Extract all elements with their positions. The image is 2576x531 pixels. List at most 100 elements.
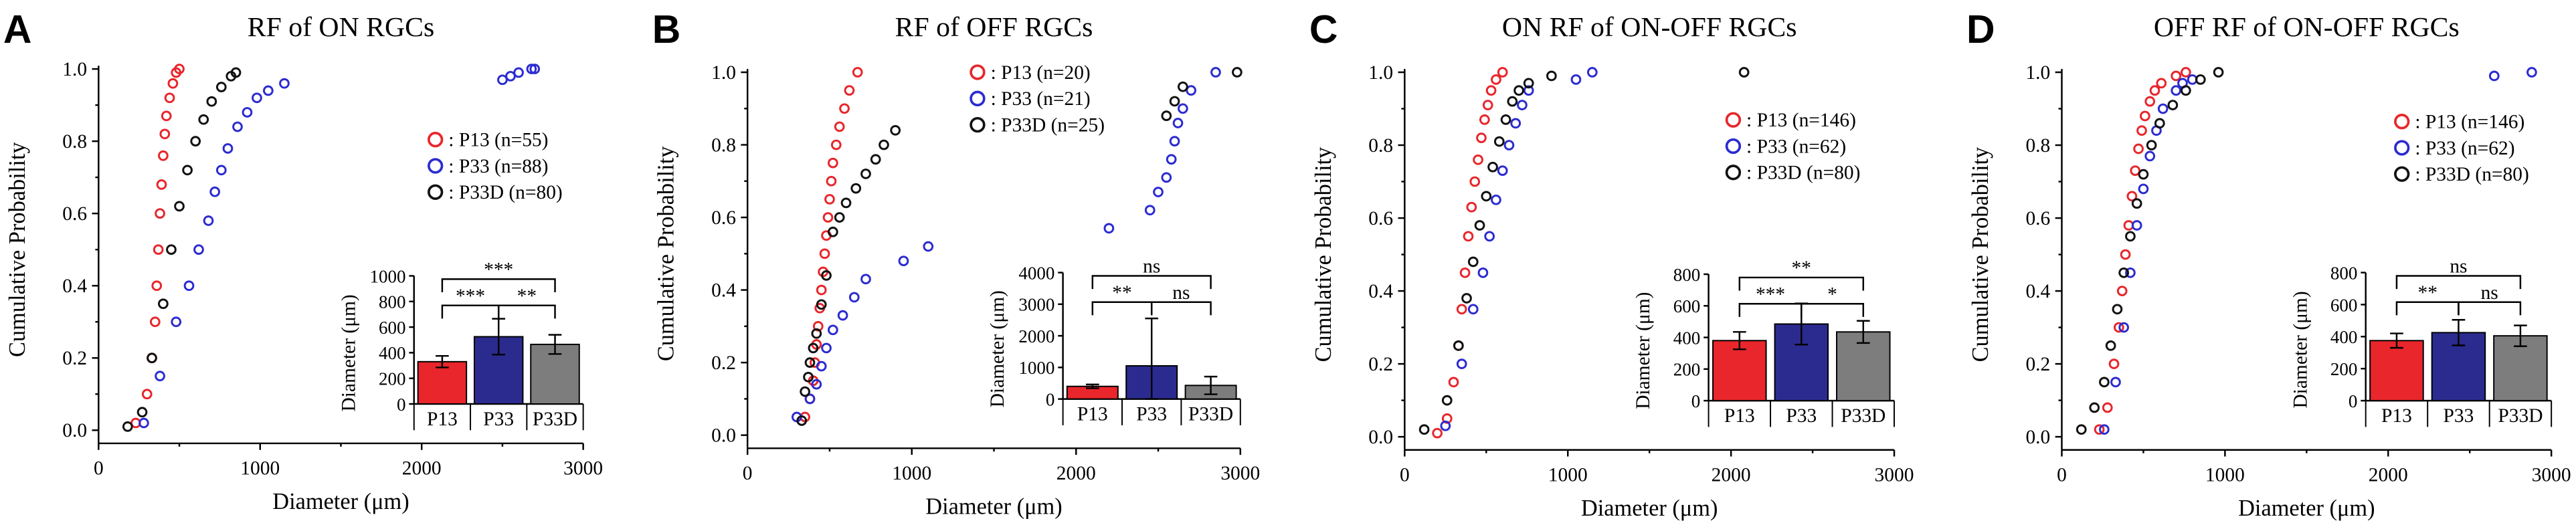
y-tick-label: 0.0	[62, 420, 87, 441]
x-tick-label: 0	[94, 458, 104, 480]
x-tick-label: 2000	[1712, 464, 1751, 486]
data-point	[171, 316, 182, 328]
inset-significance-label: ns	[2481, 282, 2498, 304]
data-point	[209, 186, 221, 197]
y-tick-label: 0.2	[2025, 354, 2050, 375]
y-axis-label: Cumulative Probability	[5, 142, 30, 357]
x-tick-label: 3000	[1220, 463, 1260, 484]
data-point	[2099, 377, 2110, 388]
inset-significance-label: ns	[1172, 282, 1190, 304]
data-point	[1586, 67, 1598, 78]
series-p33d	[796, 67, 1243, 426]
legend-marker	[428, 184, 444, 200]
legend-label: : P33D (n=80)	[2415, 164, 2528, 185]
data-point	[860, 169, 871, 179]
data-point	[1467, 256, 1479, 268]
data-point	[860, 274, 871, 285]
panel-d: D OFF RF of ON-OFF RGCs 0.0 0.2 0.4 0.6 0.8 1.0…	[1966, 8, 2571, 521]
data-point	[821, 342, 832, 354]
data-point	[122, 421, 133, 432]
data-point	[1456, 358, 1467, 369]
data-point	[1469, 176, 1481, 187]
panel-letter: C	[1309, 8, 1338, 51]
inset-category-label: P33D	[2498, 405, 2543, 427]
legend-label: : P13 (n=20)	[991, 62, 1091, 84]
data-point	[252, 92, 262, 104]
y-tick-label: 0.0	[1368, 427, 1393, 448]
data-point	[1466, 201, 1477, 213]
inset-significance-bracket	[497, 304, 556, 319]
data-point	[1738, 67, 1750, 78]
data-point	[206, 96, 217, 107]
data-point	[156, 179, 167, 190]
data-point	[848, 292, 860, 303]
panel-title: RF of OFF RGCs	[895, 12, 1093, 43]
data-point	[230, 67, 242, 78]
data-point	[1453, 340, 1464, 351]
x-tick-label: 1000	[240, 458, 280, 480]
figure-scaled-group: A RF of ON RGCs 0.0 0.2 0.4 0.6 0.8 1.0 0 1000 200…	[3, 8, 2571, 521]
data-point	[2149, 85, 2160, 96]
inset-category-label: P13	[2381, 405, 2412, 427]
data-point	[1161, 172, 1172, 183]
data-point	[796, 415, 808, 426]
data-point	[1546, 70, 1557, 82]
legend-marker	[428, 132, 444, 148]
data-point	[2108, 358, 2120, 369]
legend-marker	[2394, 166, 2410, 182]
y-axis-label: Cumulative Probability	[1968, 146, 1993, 362]
data-point	[155, 208, 165, 219]
data-point	[203, 215, 214, 226]
inset-bar	[2369, 340, 2424, 402]
data-point	[2133, 143, 2144, 154]
data-point	[822, 212, 834, 223]
data-point	[2156, 78, 2167, 89]
y-tick-label: 0.8	[1368, 135, 1393, 156]
x-tick-label: 1000	[1548, 464, 1588, 486]
series-p33d	[2076, 67, 2224, 435]
series-p13	[800, 67, 863, 423]
data-point	[159, 128, 171, 140]
data-point	[151, 280, 163, 292]
data-point	[2116, 286, 2128, 296]
y-tick-label: 0.0	[711, 425, 736, 446]
inset-significance-bracket	[2458, 301, 2522, 316]
data-point	[1500, 114, 1511, 125]
data-point	[804, 393, 816, 405]
data-point	[1459, 267, 1471, 278]
data-point	[879, 139, 889, 150]
inset-category-label: P33	[2444, 405, 2474, 427]
data-point	[2138, 183, 2149, 195]
inset-category-label: P33D	[533, 409, 577, 430]
data-point	[149, 316, 161, 328]
inset-y-tick-label: 400	[379, 343, 406, 363]
data-point	[222, 143, 234, 154]
data-point	[232, 121, 243, 132]
y-tick-label: 0.2	[711, 352, 736, 374]
data-point	[262, 85, 274, 96]
data-point	[190, 136, 201, 147]
y-tick-label: 0.8	[2025, 135, 2050, 156]
data-point	[1482, 100, 1493, 110]
inset-significance-label: *	[1827, 284, 1837, 305]
data-point	[1440, 420, 1451, 431]
inset-y-label: Diameter (μm)	[987, 290, 1008, 407]
data-point	[1172, 118, 1184, 128]
data-point	[1169, 136, 1180, 146]
x-tick-label: 0	[1400, 464, 1410, 486]
y-tick-label: 0.6	[1368, 208, 1393, 229]
data-point	[167, 78, 179, 89]
inset-significance-bracket	[441, 278, 556, 293]
inset-y-tick-label: 0	[1046, 389, 1055, 409]
data-point	[1474, 220, 1485, 231]
inset-y-tick-label: 1000	[1018, 358, 1054, 378]
data-point	[1493, 136, 1505, 147]
x-tick-label: 3000	[2532, 464, 2571, 486]
inset-significance-label: **	[1112, 282, 1131, 304]
data-point	[136, 407, 148, 418]
data-point	[166, 244, 177, 255]
data-point	[198, 114, 209, 125]
data-point	[1497, 165, 1508, 177]
